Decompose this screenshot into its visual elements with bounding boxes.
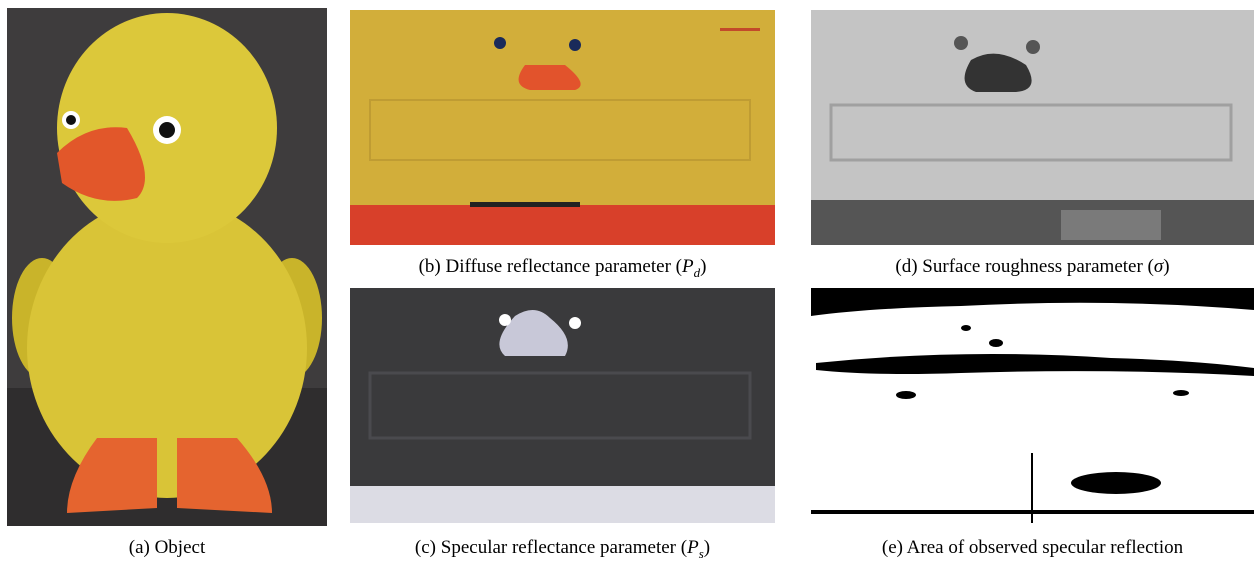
specular-area-map	[811, 288, 1254, 523]
caption-symbol: σ	[1154, 256, 1163, 277]
caption-text: (a) Object	[129, 537, 205, 558]
caption-symbol: P	[682, 256, 694, 277]
caption: (e) Area of observed specular reflection	[811, 537, 1254, 559]
object-photo	[7, 8, 327, 526]
caption-symbol: P	[687, 537, 699, 558]
caption-text: )	[700, 256, 706, 277]
caption: (d) Surface roughness parameter (σ)	[811, 256, 1254, 278]
caption-text: (b) Diffuse reflectance parameter (	[419, 256, 682, 277]
caption-text: )	[1163, 256, 1169, 277]
caption: (a) Object	[7, 537, 327, 559]
caption-text: )	[704, 537, 710, 558]
specular-map	[350, 288, 775, 523]
caption: (c) Specular reflectance parameter (Ps)	[350, 537, 775, 565]
caption-text: (e) Area of observed specular reflection	[882, 537, 1183, 558]
caption-text: (d) Surface roughness parameter (	[895, 256, 1154, 277]
caption: (b) Diffuse reflectance parameter (Pd)	[350, 256, 775, 284]
roughness-map	[811, 10, 1254, 245]
diffuse-map	[350, 10, 775, 245]
page: (a) Object (b) Diffuse reflectance param…	[0, 0, 1257, 559]
caption-text: (c) Specular reflectance parameter (	[415, 537, 687, 558]
